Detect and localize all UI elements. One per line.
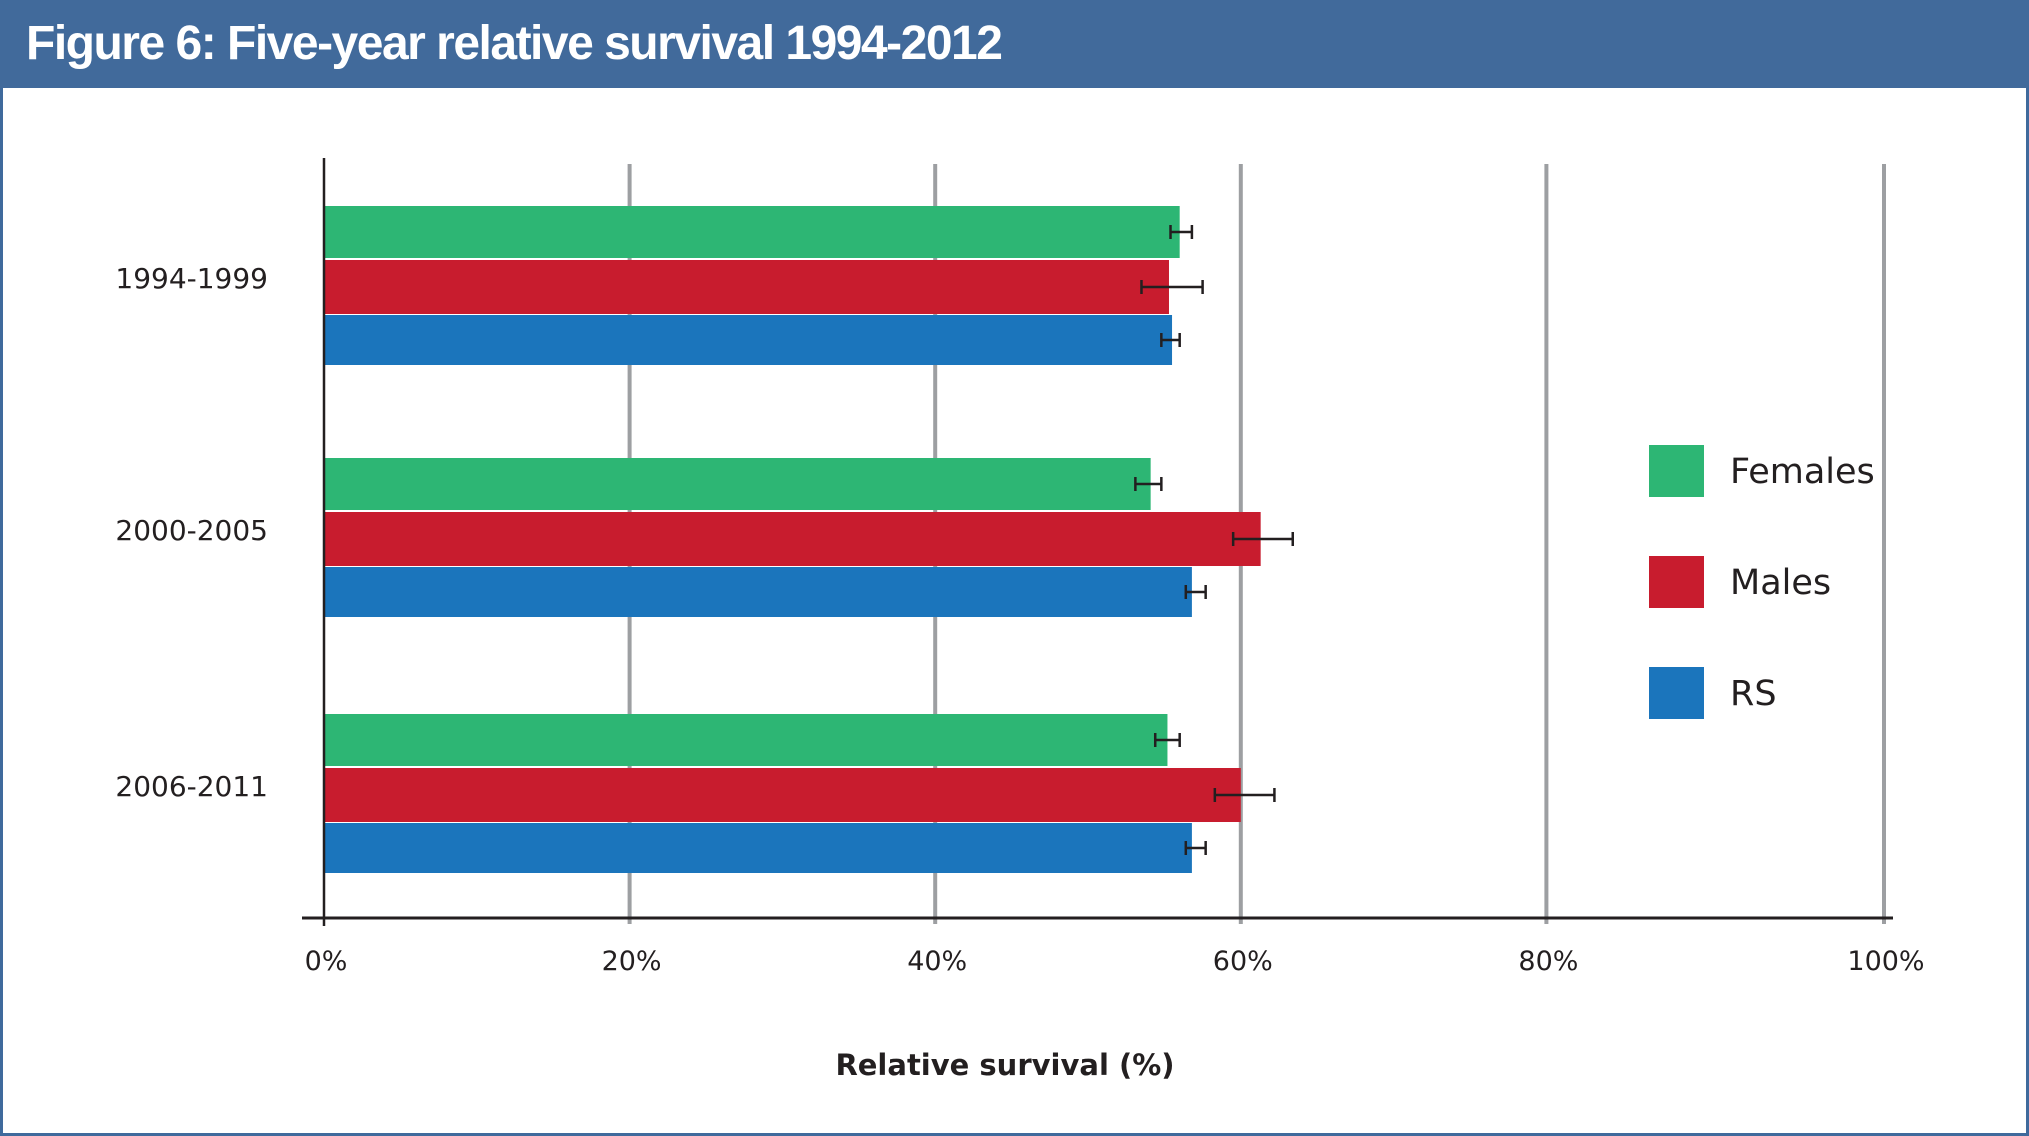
bar-males-1994-1999 (325, 260, 1169, 314)
legend: Females Males RS (1649, 445, 1875, 719)
bar-rs-2006-2011 (325, 823, 1192, 873)
x-tick-label: 60% (1213, 946, 1273, 977)
x-tick-label: 80% (1518, 946, 1578, 977)
legend-label-rs: RS (1730, 674, 1777, 714)
legend-swatch-rs (1649, 667, 1704, 719)
bar-rs-1994-1999 (325, 315, 1173, 365)
bar-females-2000-2005 (325, 458, 1151, 510)
legend-label-females: Females (1730, 452, 1875, 492)
x-tick-label: 100% (1847, 946, 1924, 977)
x-tick-label: 20% (602, 946, 662, 977)
x-tick-label: 40% (907, 946, 967, 977)
y-category-label: 2006-2011 (115, 770, 268, 803)
error-bars (1134, 225, 1295, 855)
x-tick-label: 0% (305, 946, 348, 977)
legend-swatch-males (1649, 556, 1704, 608)
y-category-label: 2000-2005 (115, 514, 268, 547)
y-category-label: 1994-1999 (115, 262, 268, 295)
bars (325, 206, 1261, 873)
bar-females-2006-2011 (325, 714, 1168, 766)
bar-males-2000-2005 (325, 512, 1261, 566)
figure-header: Figure 6: Five-year relative survival 19… (0, 0, 2029, 88)
bar-rs-2000-2005 (325, 567, 1192, 617)
bar-males-2006-2011 (325, 768, 1241, 822)
bar-females-1994-1999 (325, 206, 1180, 258)
x-axis-title: Relative survival (%) (835, 1048, 1174, 1082)
figure-title: Figure 6: Five-year relative survival 19… (26, 17, 1003, 70)
legend-label-males: Males (1730, 563, 1831, 603)
legend-swatch-females (1649, 445, 1704, 497)
axes: 0% 20% 40% 60% 80% 100% 1994-1999 2000-2005 2006… (115, 158, 1925, 977)
